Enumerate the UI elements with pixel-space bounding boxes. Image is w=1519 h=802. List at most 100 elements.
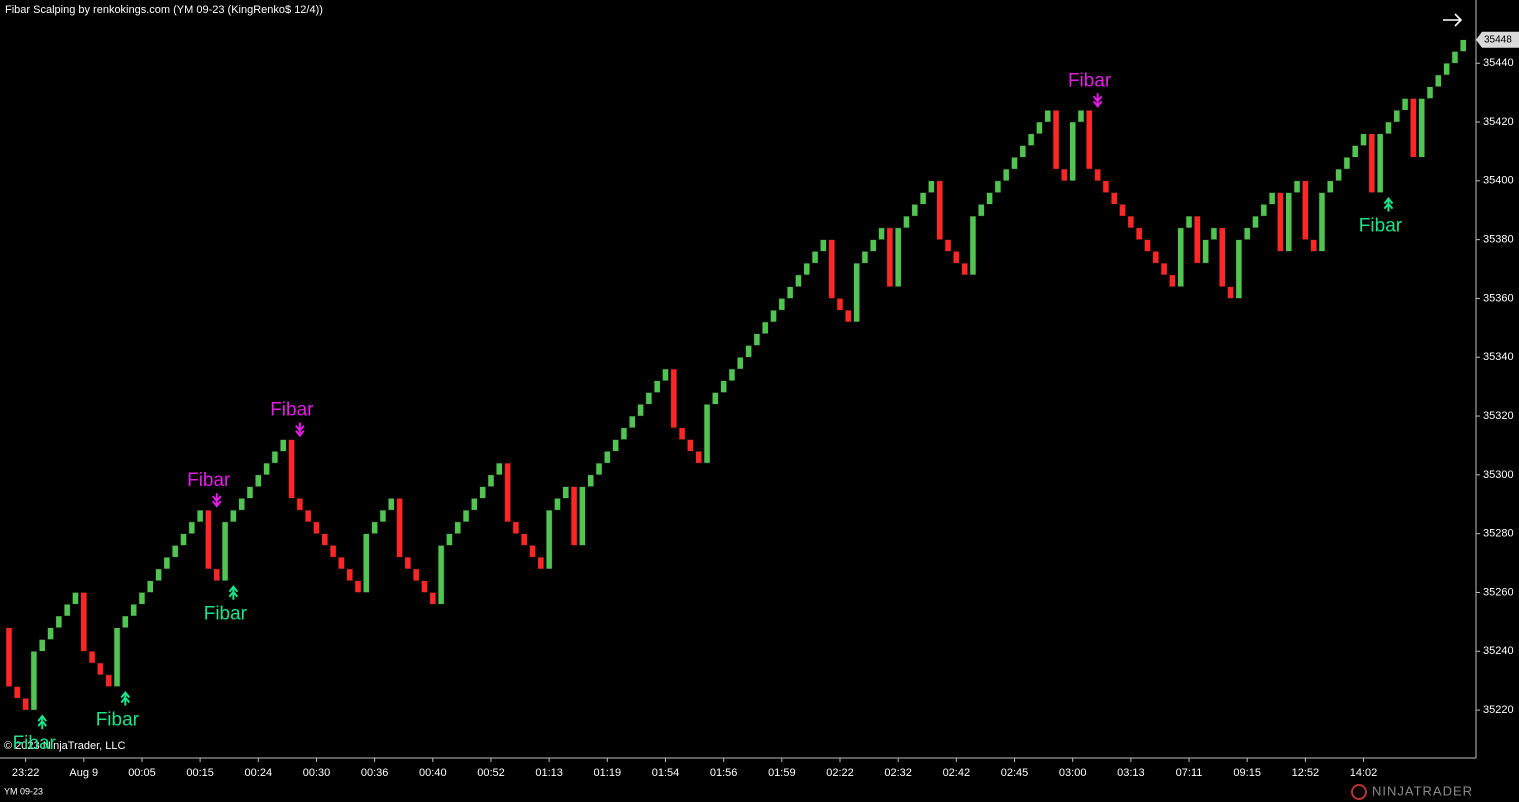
y-tick-label: 35400 xyxy=(1483,175,1514,187)
candle xyxy=(678,427,686,440)
candle xyxy=(753,333,761,346)
y-tick-label: 35320 xyxy=(1483,410,1514,422)
candle xyxy=(1360,133,1367,146)
candle xyxy=(1293,180,1301,193)
candle xyxy=(1160,262,1168,276)
x-tick-label: 01:54 xyxy=(652,767,680,779)
candle xyxy=(255,474,262,487)
candle xyxy=(346,568,353,581)
y-tick-label: 35240 xyxy=(1483,645,1514,657)
signal-label: Fibar xyxy=(187,470,231,491)
x-tick-label: 03:13 xyxy=(1117,767,1145,779)
x-tick-label: 12:52 xyxy=(1292,767,1320,779)
candle xyxy=(953,251,960,264)
signal: Fibar xyxy=(187,470,231,508)
candle xyxy=(462,509,470,523)
candle xyxy=(903,215,910,229)
chart-title: Fibar Scalping by renkokings.com (YM 09-… xyxy=(5,4,323,16)
signal-arrow xyxy=(1092,93,1103,108)
candle xyxy=(1310,239,1317,252)
candle xyxy=(670,368,678,429)
candle xyxy=(1235,239,1243,299)
candle xyxy=(545,509,553,570)
signal-arrow xyxy=(295,422,305,438)
candle xyxy=(496,462,503,476)
candle xyxy=(1460,39,1467,52)
candle xyxy=(230,509,237,523)
candle xyxy=(1135,227,1143,240)
instrument: YM 09-23 xyxy=(4,786,43,796)
candle xyxy=(1202,239,1209,264)
candle xyxy=(1011,157,1018,170)
candle xyxy=(986,192,993,205)
candle xyxy=(1185,215,1193,229)
candle xyxy=(238,498,245,511)
candle xyxy=(147,580,154,593)
candle xyxy=(869,239,877,252)
signal-arrow xyxy=(120,690,131,706)
x-tick-label: 01:59 xyxy=(768,767,796,779)
candle xyxy=(72,592,79,605)
candle xyxy=(296,498,304,511)
candle xyxy=(246,486,254,499)
x-tick-label: 00:52 xyxy=(477,767,505,779)
candle xyxy=(288,439,295,499)
candle xyxy=(961,262,968,276)
candle xyxy=(213,568,220,581)
candle xyxy=(886,227,894,287)
scroll-arrow[interactable] xyxy=(1443,13,1463,27)
candle xyxy=(1451,51,1459,64)
signal-label: Fibar xyxy=(204,604,248,625)
candle xyxy=(1036,121,1043,135)
candle xyxy=(163,556,171,570)
candle xyxy=(620,427,628,440)
candle xyxy=(703,404,711,464)
candle xyxy=(1169,274,1176,287)
candle xyxy=(155,568,162,581)
candle xyxy=(579,486,586,546)
signal: Fibar xyxy=(204,585,248,625)
candle xyxy=(1410,98,1417,158)
candle xyxy=(371,521,378,534)
candle xyxy=(338,556,345,570)
candle xyxy=(221,521,229,581)
candle xyxy=(1385,121,1392,135)
candle xyxy=(1368,133,1376,193)
candle xyxy=(1094,168,1101,182)
candle xyxy=(271,451,279,464)
candle xyxy=(1260,204,1268,217)
candle xyxy=(520,533,528,546)
candle xyxy=(836,298,844,311)
candle xyxy=(1019,145,1027,158)
signal-arrow xyxy=(37,714,48,730)
candle xyxy=(828,239,835,299)
signal-arrow xyxy=(228,585,239,600)
candle xyxy=(63,603,71,617)
candle xyxy=(795,274,802,287)
y-tick-label: 35260 xyxy=(1483,586,1514,598)
candle xyxy=(105,674,112,687)
candle xyxy=(421,580,428,593)
candle xyxy=(820,239,827,252)
candle xyxy=(304,509,312,523)
candle xyxy=(479,486,486,499)
candle xyxy=(122,615,129,628)
x-tick-label: 00:24 xyxy=(245,767,273,779)
candle xyxy=(1144,239,1151,252)
y-tick-label: 35440 xyxy=(1483,57,1514,69)
candle xyxy=(363,533,370,593)
candle xyxy=(969,215,977,276)
candle xyxy=(1443,62,1450,76)
candle xyxy=(1086,110,1093,170)
candle xyxy=(1102,180,1110,193)
candle xyxy=(637,404,644,417)
candle xyxy=(761,321,769,334)
candle xyxy=(1335,168,1342,182)
candle xyxy=(171,545,179,558)
x-tick-label: 00:30 xyxy=(303,767,331,779)
candle xyxy=(770,309,777,323)
signal-arrow xyxy=(1383,196,1394,212)
candle xyxy=(653,380,661,393)
candle xyxy=(38,639,46,652)
candle xyxy=(454,521,461,534)
